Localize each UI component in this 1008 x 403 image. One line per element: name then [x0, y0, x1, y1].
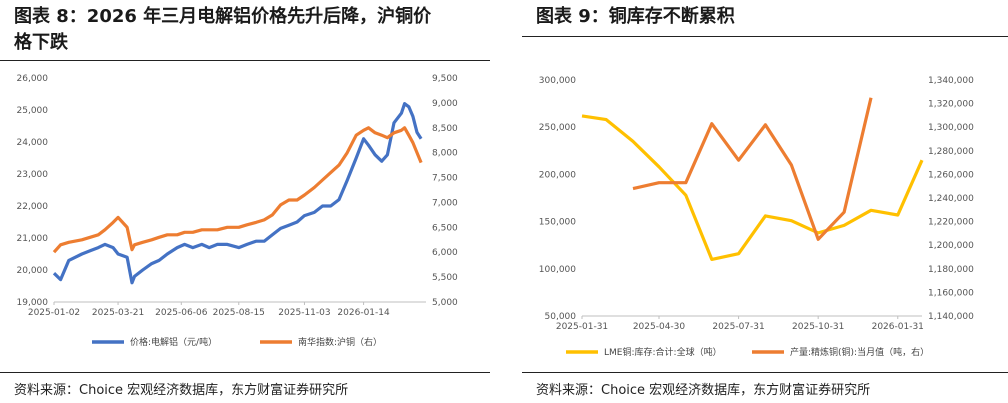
x-tick-label: 2026-01-14: [337, 308, 390, 318]
y-right-tick-label: 6,000: [432, 248, 458, 258]
y-left-tick-label: 25,000: [17, 106, 49, 116]
chart-title-right: 图表 9：铜库存不断累积: [536, 6, 735, 27]
y-right-tick-label: 1,200,000: [928, 241, 974, 251]
y-right-tick-label: 9,000: [432, 99, 458, 109]
title-line-2: 格下跌: [14, 32, 68, 53]
y-right-tick-label: 9,500: [432, 74, 458, 84]
title-line-1: 图表 8：2026 年三月电解铝价格先升后降，沪铜价: [14, 6, 432, 27]
y-right-tick-label: 7,500: [432, 174, 458, 184]
chart-title-left: 图表 8：2026 年三月电解铝价格先升后降，沪铜价 格下跌: [14, 4, 484, 56]
y-left-tick-label: 20,000: [17, 266, 49, 276]
y-left-tick-label: 100,000: [539, 265, 576, 275]
y-right-tick-label: 1,320,000: [928, 100, 974, 110]
x-tick-label: 2026-01-31: [872, 322, 924, 332]
y-right-tick-label: 8,000: [432, 149, 458, 159]
y-right-tick-label: 1,140,000: [928, 312, 974, 322]
y-left-tick-label: 21,000: [17, 234, 49, 244]
source-divider: [522, 372, 1008, 373]
chart-panel-left: 图表 8：2026 年三月电解铝价格先升后降，沪铜价 格下跌 19,000 20,…: [0, 0, 490, 403]
y-right-tick-label: 1,260,000: [928, 170, 974, 180]
y-right-tick-label: 1,340,000: [928, 76, 974, 86]
y-left-tick-label: 26,000: [17, 74, 49, 84]
y-left-tick-label: 19,000: [17, 298, 49, 308]
x-tick-label: 2025-03-21: [92, 308, 144, 318]
x-tick-label: 2025-01-02: [28, 308, 80, 318]
source-divider: [0, 372, 490, 373]
legend-label-2: 产量:精炼铜(铜):当月值（吨，右）: [790, 346, 929, 358]
legend-label-1: 价格:电解铝（元/吨）: [130, 336, 217, 348]
x-tick-label: 2025-11-03: [278, 308, 330, 318]
y-right-tick-label: 7,000: [432, 198, 458, 208]
chart-panel-right: 图表 9：铜库存不断累积 50,000 100,000 150,000 200,000…: [522, 0, 1008, 403]
series-line-1: [52, 101, 423, 285]
y-left-tick-label: 50,000: [545, 312, 577, 322]
series-line-2: [52, 126, 423, 254]
y-right-tick-label: 1,160,000: [928, 288, 974, 298]
y-right-tick-label: 1,300,000: [928, 123, 974, 133]
y-right-tick-label: 5,500: [432, 273, 458, 283]
y-left-tick-label: 24,000: [17, 138, 49, 148]
y-left-tick-label: 150,000: [539, 218, 576, 228]
title-divider: [0, 60, 490, 61]
y-left-tick-label: 300,000: [539, 76, 576, 86]
x-tick-label: 2025-04-30: [633, 322, 686, 332]
right-chart-svg: 50,000 100,000 150,000 200,000 250,000 300,00…: [539, 76, 974, 358]
x-tick-label: 2025-01-31: [556, 322, 608, 332]
y-left-tick-label: 22,000: [17, 202, 49, 212]
y-right-tick-label: 1,220,000: [928, 218, 974, 228]
source-note-right: 资料来源：Choice 宏观经济数据库，东方财富证券研究所: [536, 383, 871, 398]
y-right-tick-label: 5,000: [432, 298, 458, 308]
legend-label-2: 南华指数:沪铜（右）: [298, 336, 382, 348]
y-right-tick-label: 8,500: [432, 124, 458, 134]
series-line-1: [581, 114, 924, 261]
y-right-tick-label: 1,280,000: [928, 147, 974, 157]
y-right-tick-label: 1,180,000: [928, 265, 974, 275]
y-left-tick-label: 200,000: [539, 170, 576, 180]
title-divider: [522, 36, 1008, 37]
x-tick-label: 2025-08-15: [213, 308, 265, 318]
source-note-left: 资料来源：Choice 宏观经济数据库，东方财富证券研究所: [14, 383, 349, 398]
x-tick-label: 2025-10-31: [792, 322, 844, 332]
series-line-2: [632, 97, 873, 241]
legend-label-1: LME铜:库存:合计:全球（吨）: [604, 346, 722, 358]
left-chart-svg: 19,000 20,000 21,000 22,000 23,000 24,000 25,0…: [17, 74, 459, 348]
x-tick-label: 2025-07-31: [712, 322, 764, 332]
y-right-tick-label: 6,500: [432, 223, 458, 233]
y-right-tick-label: 1,240,000: [928, 194, 974, 204]
y-left-tick-label: 23,000: [17, 170, 49, 180]
x-tick-label: 2025-06-06: [155, 308, 208, 318]
y-left-tick-label: 250,000: [539, 123, 576, 133]
